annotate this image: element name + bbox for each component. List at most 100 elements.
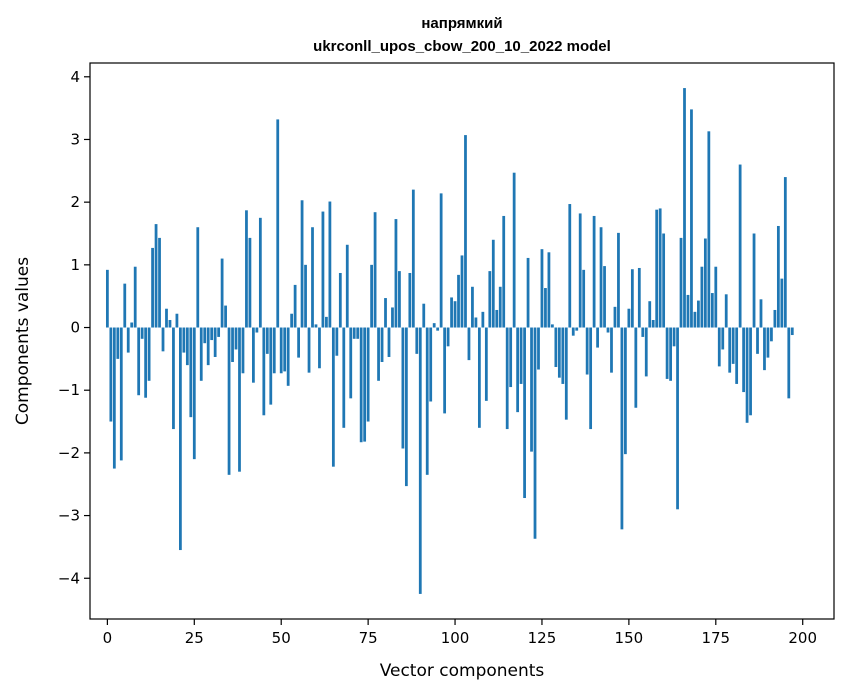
bar — [717, 327, 721, 367]
bar — [231, 327, 234, 362]
bar — [300, 200, 304, 328]
y-axis-label: Components values — [13, 257, 33, 425]
chart-title: напрямкий — [421, 15, 502, 32]
bar — [196, 227, 200, 328]
bar — [763, 327, 766, 371]
bar — [283, 327, 287, 372]
bar — [422, 303, 426, 328]
y-tick-label: 1 — [70, 256, 80, 274]
bar — [345, 244, 349, 328]
bar — [460, 255, 464, 328]
bar — [585, 327, 589, 375]
bar — [436, 327, 440, 331]
bar — [248, 237, 252, 328]
bar — [505, 327, 509, 430]
bar — [540, 249, 544, 328]
bar — [481, 311, 485, 328]
bar — [401, 327, 405, 449]
bar — [617, 232, 620, 328]
bar — [714, 266, 718, 328]
bar — [276, 119, 280, 328]
bar — [690, 109, 693, 328]
bar — [471, 286, 474, 328]
bar — [220, 258, 224, 328]
bar — [262, 327, 266, 416]
y-tick-label: −3 — [58, 507, 80, 525]
bar — [398, 271, 401, 328]
bar — [589, 327, 593, 430]
bar — [686, 294, 690, 328]
bar — [391, 307, 394, 328]
bar — [669, 327, 672, 381]
bar — [599, 227, 603, 328]
bar — [498, 286, 502, 328]
bar — [158, 237, 161, 328]
bar — [759, 299, 763, 328]
bar — [519, 327, 523, 384]
x-tick-label: 100 — [441, 629, 470, 647]
bar — [634, 327, 638, 408]
x-axis-ticks: 0 25 50 75 100 125 150 175 200 — [103, 619, 817, 647]
bar — [335, 327, 339, 356]
bar — [710, 293, 714, 328]
bar — [484, 327, 488, 401]
x-tick-label: 50 — [272, 629, 291, 647]
bar — [596, 327, 599, 348]
bar — [175, 313, 179, 328]
bar — [530, 327, 533, 452]
bar — [297, 327, 300, 358]
bar — [679, 237, 683, 328]
bar — [672, 327, 676, 347]
bar — [363, 327, 367, 442]
x-tick-label: 175 — [701, 629, 730, 647]
bar — [213, 327, 217, 357]
bar — [641, 327, 645, 337]
bar — [342, 327, 346, 428]
bar — [140, 327, 144, 339]
y-tick-label: −2 — [58, 444, 80, 462]
bar — [366, 327, 370, 422]
x-tick-label: 0 — [103, 629, 113, 647]
bar — [453, 301, 457, 328]
bar — [130, 322, 134, 328]
bar — [408, 272, 412, 328]
bar — [488, 271, 492, 328]
bar — [467, 327, 471, 361]
bar — [318, 327, 321, 369]
bar — [491, 239, 495, 328]
bar — [311, 227, 314, 328]
bar — [269, 327, 273, 405]
x-tick-label: 200 — [788, 629, 817, 647]
bar — [425, 327, 429, 475]
bar — [578, 213, 582, 328]
bar — [752, 233, 756, 328]
bar — [307, 327, 311, 373]
bar — [770, 327, 773, 342]
bar — [745, 327, 749, 423]
bar — [387, 327, 391, 357]
bar — [109, 327, 113, 422]
bar — [321, 211, 325, 328]
y-tick-label: 0 — [70, 319, 80, 337]
bar — [112, 327, 116, 469]
bar — [648, 301, 652, 328]
x-tick-label: 25 — [185, 629, 204, 647]
bar — [742, 327, 745, 393]
bar — [272, 327, 276, 374]
bar — [676, 327, 679, 510]
bar — [665, 327, 669, 379]
bar — [495, 309, 499, 328]
bar — [325, 316, 328, 328]
bar — [377, 327, 380, 381]
bar — [252, 327, 255, 383]
bar — [373, 212, 377, 328]
bar — [359, 327, 363, 443]
bar — [547, 252, 551, 328]
bar — [516, 327, 520, 413]
y-tick-label: 3 — [70, 130, 80, 148]
bar — [526, 257, 530, 328]
bar — [620, 327, 624, 530]
bar — [613, 306, 617, 328]
bar — [165, 308, 168, 328]
